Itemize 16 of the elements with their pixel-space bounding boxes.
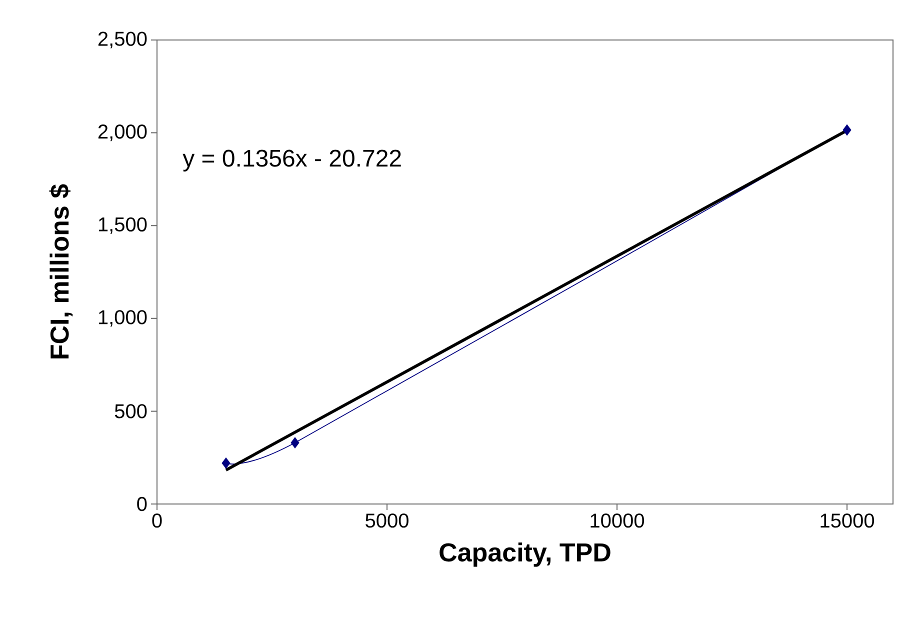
y-tick-label: 0 bbox=[137, 496, 147, 512]
y-tick-label: 500 bbox=[114, 404, 147, 418]
y-tick-label: 2,000 bbox=[98, 124, 147, 142]
point bbox=[222, 458, 230, 469]
point bbox=[290, 437, 300, 448]
x-tick-label: 5000 bbox=[366, 514, 408, 528]
y-tick-label: 2,500 bbox=[98, 32, 147, 48]
x-tick-label: 0 bbox=[152, 514, 162, 528]
x-axis-title: Capacity, TPD bbox=[440, 542, 610, 567]
annotation: y = 0.1356x - 20.722 bbox=[182, 150, 401, 172]
y-tick-label: 1,000 bbox=[98, 310, 147, 327]
point bbox=[842, 124, 852, 136]
x-tick-label: 15000 bbox=[820, 514, 874, 528]
y-axis-title: FCI, millions $ bbox=[49, 184, 73, 358]
x-tick-label: 10000 bbox=[590, 514, 644, 528]
y-tick-label: 1,500 bbox=[98, 217, 147, 234]
